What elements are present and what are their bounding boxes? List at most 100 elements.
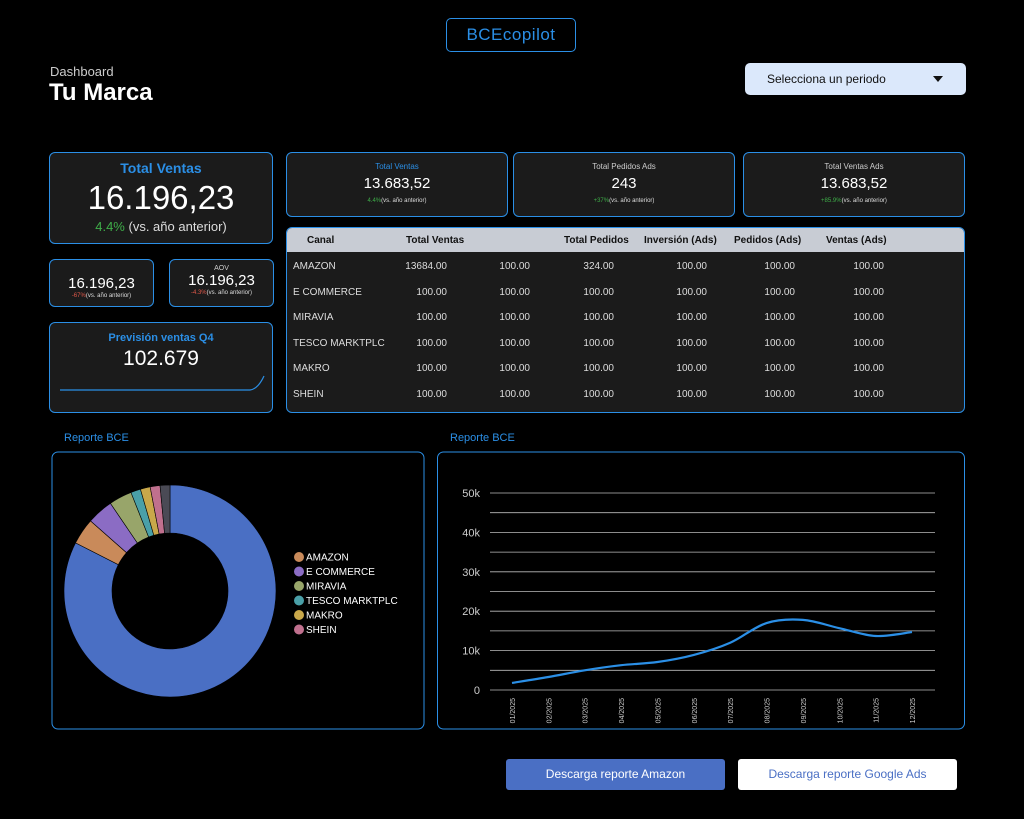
x-tick-label: 10/2025 [837, 698, 844, 723]
legend-label: MIRAVIA [306, 582, 347, 593]
kpi-small: 16.196,23 -67%(vs. año anterior) [49, 259, 154, 307]
legend-swatch [294, 610, 304, 620]
table-cell: 100.00 [583, 363, 614, 374]
table-header-cell: Ventas (Ads) [826, 235, 887, 246]
x-tick-label: 08/2025 [765, 698, 772, 723]
kpi-value: 243 [611, 175, 637, 192]
kpi-label: Total Ventas [120, 160, 202, 176]
y-tick-label: 40k [462, 527, 480, 539]
table-cell: 100.00 [676, 312, 707, 323]
legend-swatch [294, 581, 304, 591]
sparkline [60, 375, 265, 391]
kpi-change: 4.4% [95, 219, 125, 234]
kpi-value: 13.683,52 [820, 175, 888, 192]
table-cell: 100.00 [764, 363, 795, 374]
kpi-small: AOV 16.196,23 -4.3%(vs. año anterior) [169, 259, 274, 307]
chart-frame [437, 451, 965, 730]
channel-name: AMAZON [293, 261, 336, 272]
table-header-cell: Total Ventas [406, 235, 465, 246]
table-header-cell: Canal [307, 235, 335, 246]
legend-label: E COMMERCE [306, 567, 375, 578]
channel-name: SHEIN [293, 388, 324, 400]
table-cell: 100.00 [416, 363, 447, 374]
table-cell: 100.00 [499, 337, 530, 349]
kpi-value: 13.683,52 [363, 175, 431, 192]
table-header-cell: Inversión (Ads) [644, 235, 717, 246]
kpi-change: 4.4% [367, 198, 382, 204]
kpi-footer: +85.9%(vs. año anterior) [744, 198, 964, 204]
kpi-value: 16.196,23 [188, 272, 255, 289]
table-cell: 100.00 [676, 388, 707, 400]
table-cell: 100.00 [583, 312, 614, 323]
download-button[interactable]: Descarga reporte Amazon [506, 759, 725, 790]
section-title: Reporte BCE [450, 432, 515, 444]
table-cell: 100.00 [583, 388, 614, 400]
channel-name: E COMMERCE [293, 286, 362, 298]
table-cell: 100.00 [499, 312, 530, 323]
kpi-change: -67% [71, 293, 86, 299]
y-tick-label: 10k [462, 646, 480, 658]
kpi-note: (vs. año anterior) [128, 219, 227, 234]
table-cell: 13684.00 [405, 261, 447, 272]
table-cell: 100.00 [499, 286, 530, 298]
kpi-label: AOV [214, 265, 229, 272]
kpi-card: Total Pedidos Ads 243 +37%(vs. año anterio… [513, 152, 735, 217]
table-cell: 100.00 [853, 261, 884, 272]
x-tick-label: 01/2025 [510, 698, 517, 723]
legend-swatch [294, 566, 304, 577]
logo[interactable]: BCEcopilot [446, 18, 576, 52]
kpi-change: -4.3% [190, 290, 207, 296]
y-tick-label: 50k [462, 488, 480, 500]
table-cell: 100.00 [676, 363, 707, 374]
x-tick-label: 06/2025 [692, 698, 699, 723]
channel-name: MIRAVIA [293, 312, 334, 323]
table-cell: 100.00 [676, 286, 707, 298]
legend-label: SHEIN [306, 625, 337, 636]
kpi-card: Total Ventas Ads 13.683,52 +85.9%(vs. año … [743, 152, 965, 217]
table-cell: 100.00 [416, 286, 447, 298]
table-cell: 100.00 [853, 388, 884, 400]
channel-name: MAKRO [293, 363, 330, 374]
table-cell: 100.00 [764, 388, 795, 400]
line-series [511, 618, 913, 684]
channel-name: TESCO MARKTPLC [293, 337, 385, 349]
channel-table: Canal Total Ventas Total Pedidos Inversión … [286, 227, 965, 413]
kpi-label: Previsión ventas Q4 [108, 332, 214, 344]
kpi-label: Total Ventas Ads [824, 162, 884, 171]
table-cell: 100.00 [416, 388, 447, 400]
table-header-cell: Pedidos (Ads) [734, 235, 802, 246]
table-cell: 100.00 [764, 286, 795, 298]
download-button[interactable]: Descarga reporte Google Ads [738, 759, 957, 790]
breadcrumb: Dashboard [50, 64, 114, 79]
table-header-cell: Total Pedidos [564, 235, 629, 246]
table-cell: 100.00 [499, 363, 530, 374]
y-tick-label: 20k [462, 606, 480, 618]
kpi-label: Total Ventas [375, 162, 419, 171]
pie-slice [159, 484, 171, 534]
page-title: Tu Marca [49, 79, 153, 106]
legend-swatch [294, 552, 304, 562]
kpi-footer: +37%(vs. año anterior) [514, 198, 734, 204]
kpi-value: 102.679 [123, 347, 199, 370]
period-dropdown[interactable]: Selecciona un periodo [745, 63, 966, 95]
kpi-note: (vs. año anterior) [609, 198, 655, 204]
x-tick-label: 03/2025 [583, 698, 590, 723]
table-cell: 324.00 [583, 261, 614, 272]
table-cell: 100.00 [853, 337, 884, 349]
kpi-main: Total Ventas 16.196,23 4.4% (vs. año ant… [49, 152, 273, 244]
section-title: Reporte BCE [64, 432, 129, 444]
table-cell: 100.00 [499, 388, 530, 400]
legend-swatch [294, 595, 304, 606]
x-tick-label: 04/2025 [619, 698, 626, 723]
legend-label: MAKRO [306, 611, 343, 622]
legend-swatch [294, 624, 304, 635]
dropdown-label: Selecciona un periodo [767, 72, 886, 86]
table-cell: 100.00 [676, 261, 707, 272]
table-cell: 100.00 [764, 261, 795, 272]
kpi-footer: 4.4%(vs. año anterior) [287, 198, 507, 204]
x-tick-label: 05/2025 [655, 698, 662, 723]
kpi-change: +37% [593, 198, 610, 204]
kpi-card: Total Ventas 13.683,52 4.4%(vs. año anteri… [286, 152, 508, 217]
kpi-note: (vs. año anterior) [381, 198, 427, 204]
table-cell: 100.00 [853, 363, 884, 374]
